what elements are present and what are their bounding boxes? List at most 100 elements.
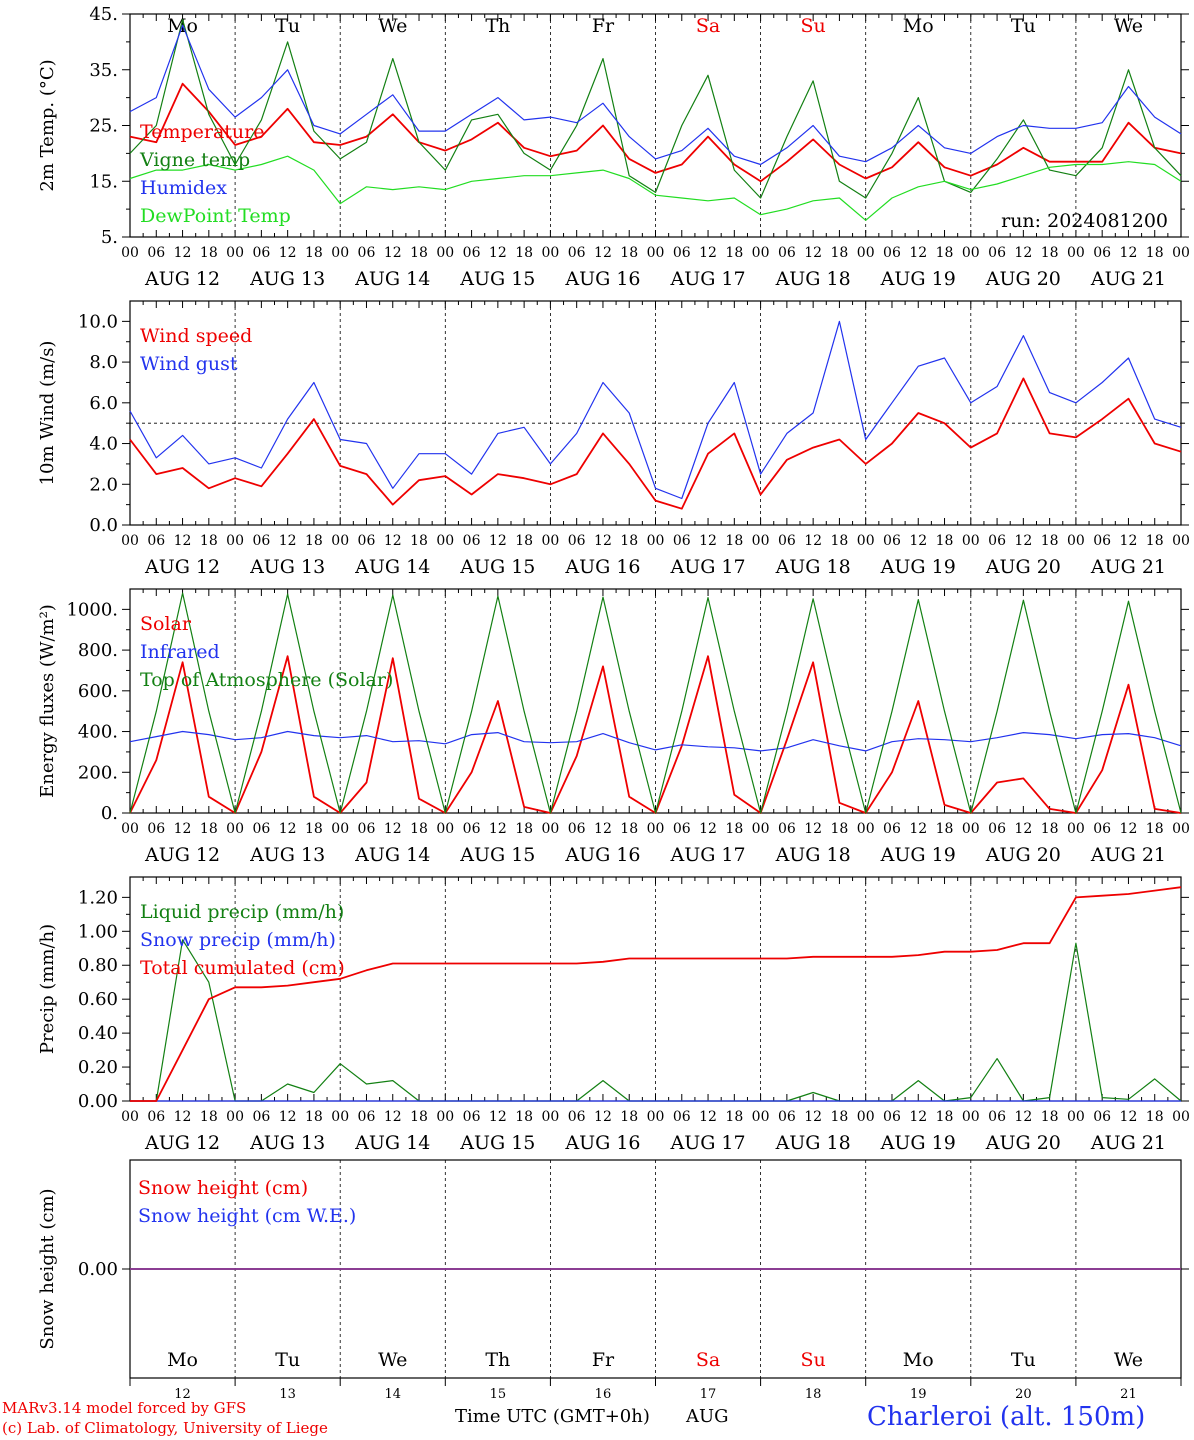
hour-label: 00 <box>647 1109 665 1125</box>
legend-entry: Temperature <box>140 121 264 143</box>
hour-label: 06 <box>568 533 586 549</box>
series-line <box>129 320 1182 500</box>
legend-entry: Snow height (cm W.E.) <box>138 1205 356 1227</box>
hour-label: 06 <box>252 245 270 261</box>
hour-label: 00 <box>436 821 454 837</box>
hour-label: 06 <box>358 1109 376 1125</box>
hour-label: 12 <box>279 533 297 549</box>
date-label: AUG 15 <box>459 844 535 866</box>
y-tick-label: 8.0 <box>89 352 118 373</box>
hour-label: 18 <box>305 245 323 261</box>
y-tick-label: 6.0 <box>89 393 118 414</box>
model-credit: MARv3.14 model forced by GFS <box>2 1399 247 1417</box>
hour-label: 00 <box>226 245 244 261</box>
hour-label: 12 <box>804 821 822 837</box>
weekday-label: We <box>1114 1349 1143 1371</box>
weekday-label: Th <box>485 15 510 37</box>
hour-label: 00 <box>121 245 139 261</box>
date-label: AUG 16 <box>564 844 640 866</box>
date-label: AUG 21 <box>1090 556 1166 578</box>
hour-label: 12 <box>384 245 402 261</box>
day-number: 14 <box>384 1387 401 1402</box>
hour-label: 18 <box>1041 821 1059 837</box>
y-tick-label: 1.00 <box>78 921 118 942</box>
hour-label: 00 <box>331 821 349 837</box>
hour-label: 12 <box>1120 245 1138 261</box>
hour-label: 06 <box>778 821 796 837</box>
weekday-label: Fr <box>592 1349 615 1371</box>
hour-label: 12 <box>174 821 192 837</box>
hour-label: 00 <box>962 821 980 837</box>
date-label: AUG 13 <box>249 556 325 578</box>
legend-entry: Snow height (cm) <box>138 1177 308 1199</box>
legend-entry: DewPoint Temp <box>140 205 291 227</box>
hour-label: 12 <box>909 821 927 837</box>
hour-label: 12 <box>594 245 612 261</box>
hour-label: 06 <box>988 245 1006 261</box>
series-line <box>129 592 1182 814</box>
hour-label: 00 <box>121 821 139 837</box>
weekday-label: Mo <box>903 15 934 37</box>
hour-label: 18 <box>515 821 533 837</box>
series-line <box>129 82 1182 183</box>
hour-label: 00 <box>331 533 349 549</box>
hour-label: 18 <box>831 245 849 261</box>
hour-label: 00 <box>752 245 770 261</box>
y-tick-label: 35. <box>89 60 118 81</box>
time-axis-title: Time UTC (GMT+0h) <box>455 1406 650 1427</box>
date-label: AUG 21 <box>1090 844 1166 866</box>
date-label: AUG 14 <box>354 268 430 290</box>
weekday-label: Tu <box>275 15 300 37</box>
series-line <box>129 24 1182 166</box>
hour-label: 00 <box>1067 245 1085 261</box>
hour-label: 12 <box>699 245 717 261</box>
y-tick-label: 0.60 <box>78 989 118 1010</box>
y-tick-label: 10.0 <box>78 311 118 332</box>
hour-label: 18 <box>831 533 849 549</box>
weekday-label: Mo <box>903 1349 934 1371</box>
hour-label: 00 <box>436 245 454 261</box>
hour-label: 12 <box>384 533 402 549</box>
series-line <box>129 155 1182 221</box>
y-tick-label: 2.0 <box>89 474 118 495</box>
hour-label: 00 <box>436 1109 454 1125</box>
hour-label: 18 <box>1146 533 1164 549</box>
hour-label: 00 <box>857 245 875 261</box>
hour-label: 00 <box>121 1109 139 1125</box>
day-number: 15 <box>490 1387 507 1402</box>
hour-label: 18 <box>620 533 638 549</box>
hour-label: 18 <box>620 245 638 261</box>
y-tick-label: 0.80 <box>78 955 118 976</box>
hour-label: 06 <box>988 821 1006 837</box>
hour-label: 06 <box>463 821 481 837</box>
hour-label: 06 <box>147 245 165 261</box>
hour-label: 18 <box>725 245 743 261</box>
run-annotation: run: 2024081200 <box>1001 210 1168 232</box>
hour-label: 12 <box>489 1109 507 1125</box>
date-label: AUG 16 <box>564 1132 640 1154</box>
date-label: AUG 21 <box>1090 1132 1166 1154</box>
weekday-label: We <box>378 15 407 37</box>
hour-label: 06 <box>883 245 901 261</box>
date-label: AUG 13 <box>249 844 325 866</box>
weekday-label: Sa <box>696 1349 720 1371</box>
y-axis-title: Snow height (cm) <box>37 1188 58 1349</box>
weekday-label: Su <box>801 15 826 37</box>
hour-label: 00 <box>752 533 770 549</box>
series-line <box>129 19 1182 199</box>
hour-label: 06 <box>1093 1109 1111 1125</box>
hour-label: 06 <box>778 245 796 261</box>
hour-label: 00 <box>857 821 875 837</box>
weekday-label: We <box>1114 15 1143 37</box>
hour-label: 12 <box>594 533 612 549</box>
hour-label: 06 <box>358 533 376 549</box>
date-label: AUG 13 <box>249 1132 325 1154</box>
hour-label: 18 <box>725 1109 743 1125</box>
hour-label: 12 <box>1120 821 1138 837</box>
hour-label: 00 <box>962 533 980 549</box>
hour-label: 12 <box>804 533 822 549</box>
date-label: AUG 17 <box>669 268 745 290</box>
panel-1: 5. 15. 25. 35. 45. 2m Temp. (°C) 00 06 12 18 AUG 1… <box>37 4 1190 290</box>
hour-label: 06 <box>1093 821 1111 837</box>
date-label: AUG 12 <box>144 1132 220 1154</box>
